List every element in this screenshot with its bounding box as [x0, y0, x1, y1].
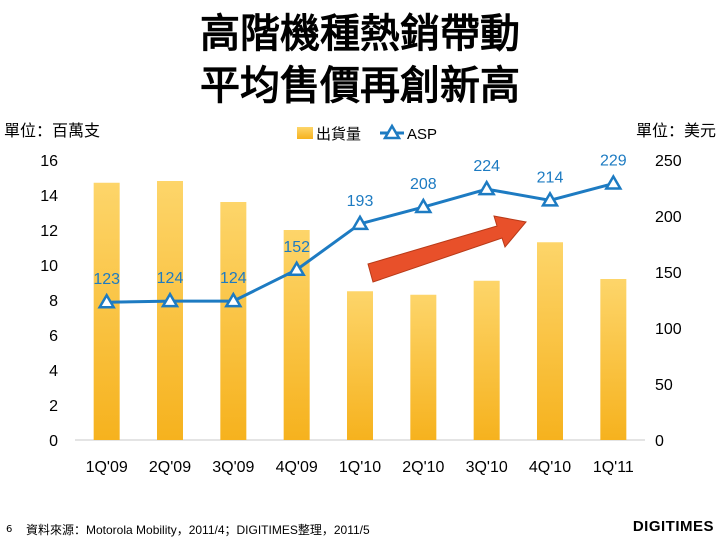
x-tick-label: 4Q'09 — [276, 459, 318, 476]
x-tick-label: 2Q'10 — [402, 459, 444, 476]
left-tick-label: 16 — [40, 153, 58, 170]
asp-point — [287, 260, 306, 277]
x-tick-label: 3Q'09 — [212, 459, 254, 476]
left-tick-label: 10 — [40, 258, 58, 275]
bar-shipments — [410, 294, 437, 440]
asp-data-label: 152 — [283, 239, 310, 256]
asp-point — [224, 291, 243, 308]
x-tick-label: 4Q'10 — [529, 459, 571, 476]
asp-point — [540, 190, 560, 207]
asp-point — [350, 214, 370, 231]
x-tick-label: 3Q'10 — [466, 459, 508, 476]
legend-bar-label: 出貨量 — [316, 125, 361, 143]
left-tick-label: 12 — [40, 223, 58, 240]
asp-point — [604, 174, 623, 190]
asp-data-label: 124 — [220, 270, 247, 287]
left-tick-label: 14 — [40, 188, 58, 205]
right-tick-label: 250 — [655, 153, 682, 170]
left-axis-unit: 單位：百萬支 — [4, 121, 101, 140]
asp-point — [414, 197, 433, 214]
bar-shipments — [347, 291, 373, 440]
left-tick-label: 4 — [49, 363, 58, 380]
page-number: 6 — [6, 524, 13, 535]
title-line-1: 高階機種熱銷帶動 — [200, 11, 520, 57]
asp-data-label: 123 — [93, 271, 120, 288]
left-tick-label: 8 — [49, 293, 58, 310]
right-axis-unit: 單位：美元 — [635, 121, 716, 140]
asp-point — [97, 292, 116, 309]
right-tick-label: 50 — [655, 377, 673, 394]
asp-data-label: 224 — [473, 158, 500, 175]
x-tick-label: 2Q'09 — [149, 459, 191, 476]
asp-data-label: 229 — [600, 153, 627, 170]
bar-shipments — [537, 242, 563, 440]
asp-data-label: 124 — [157, 270, 184, 287]
title-line-2: 平均售價再創新高 — [200, 63, 520, 109]
source-note: 資料來源：Motorola Mobility，2011/4；DIGITIMES整… — [26, 523, 370, 537]
asp-point — [160, 291, 180, 308]
x-tick-label: 1Q'11 — [593, 459, 634, 476]
bar-shipments — [157, 181, 183, 440]
asp-point — [477, 179, 496, 196]
bar-shipments — [93, 182, 120, 440]
bar-shipments — [220, 202, 247, 440]
asp-data-label: 208 — [410, 176, 437, 193]
right-tick-label: 0 — [655, 433, 664, 450]
left-tick-label: 6 — [49, 328, 58, 345]
legend-bar-swatch — [297, 127, 313, 139]
trend-arrow — [367, 215, 527, 283]
asp-data-label: 193 — [347, 193, 374, 210]
digitimes-logo: DIGITIMES — [632, 518, 714, 535]
left-tick-label: 2 — [49, 398, 58, 415]
right-tick-label: 150 — [655, 265, 682, 282]
legend-line-label: ASP — [407, 126, 437, 143]
bar-shipments — [600, 279, 627, 440]
left-tick-label: 0 — [49, 433, 58, 450]
x-tick-label: 1Q'10 — [339, 459, 381, 476]
right-tick-label: 200 — [655, 209, 682, 226]
legend-line-marker — [382, 123, 402, 140]
bar-shipments — [473, 280, 500, 440]
asp-data-label: 214 — [537, 169, 564, 186]
right-tick-label: 100 — [655, 321, 682, 338]
x-tick-label: 1Q'09 — [86, 459, 128, 476]
